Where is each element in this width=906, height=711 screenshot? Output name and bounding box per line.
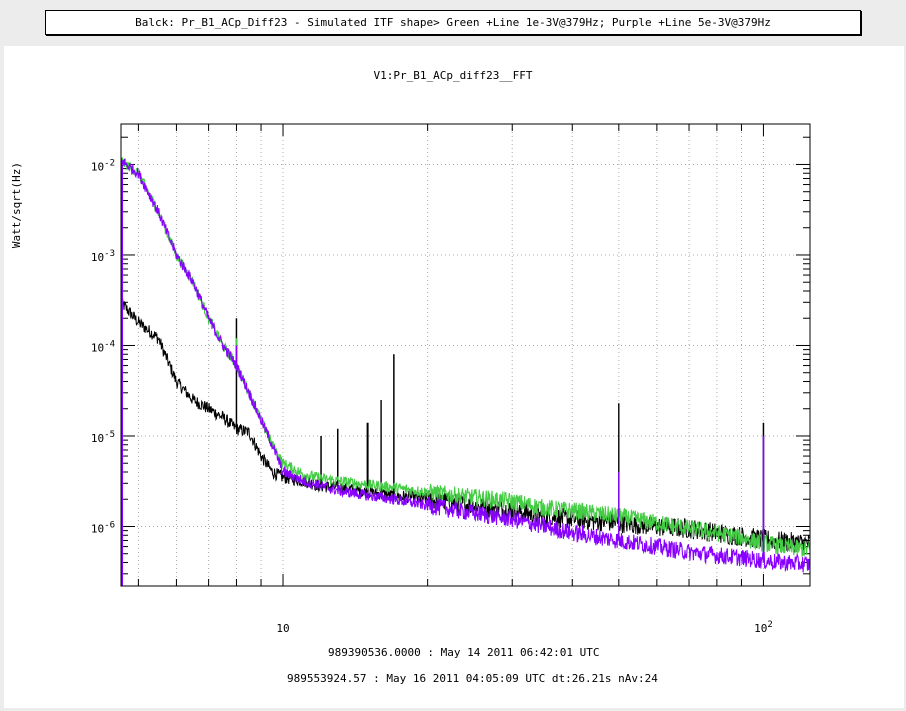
x-tick-label: 10	[276, 622, 289, 635]
banner-text: Balck: Pr_B1_ACp_Diff23 - Simulated ITF …	[135, 16, 771, 29]
chart-title: V1:Pr_B1_ACp_diff23__FFT	[373, 69, 533, 82]
start-time-label: 989390536.0000 : May 14 2011 06:42:01 UT…	[328, 646, 600, 659]
y-tick-label: 10-2	[91, 158, 115, 173]
y-tick-label: 10-5	[91, 430, 115, 445]
window-title-banner: Balck: Pr_B1_ACp_Diff23 - Simulated ITF …	[45, 10, 861, 35]
x-tick-label: 102	[754, 620, 773, 635]
y-tick-label: 10-3	[91, 249, 115, 264]
y-tick-label: 10-6	[91, 520, 115, 535]
y-tick-label: 10-4	[91, 339, 115, 354]
series-line-3	[120, 158, 811, 573]
end-time-label: 989553924.57 : May 16 2011 04:05:09 UTC …	[287, 672, 658, 685]
plot-frame	[120, 123, 811, 587]
